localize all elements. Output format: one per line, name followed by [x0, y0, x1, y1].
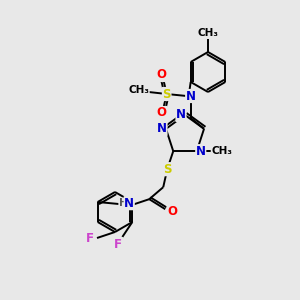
Text: N: N	[176, 109, 186, 122]
Text: N: N	[196, 145, 206, 158]
Text: S: S	[163, 163, 172, 176]
Text: O: O	[157, 68, 167, 82]
Text: N: N	[124, 197, 134, 210]
Text: O: O	[167, 205, 177, 218]
Text: N: N	[186, 89, 196, 103]
Text: CH₃: CH₃	[197, 28, 218, 38]
Text: S: S	[162, 88, 171, 100]
Text: CH₃: CH₃	[211, 146, 232, 156]
Text: O: O	[157, 106, 167, 119]
Text: H: H	[119, 198, 128, 208]
Text: CH₃: CH₃	[128, 85, 149, 95]
Text: F: F	[114, 238, 122, 250]
Text: N: N	[157, 122, 167, 135]
Text: F: F	[86, 232, 94, 244]
